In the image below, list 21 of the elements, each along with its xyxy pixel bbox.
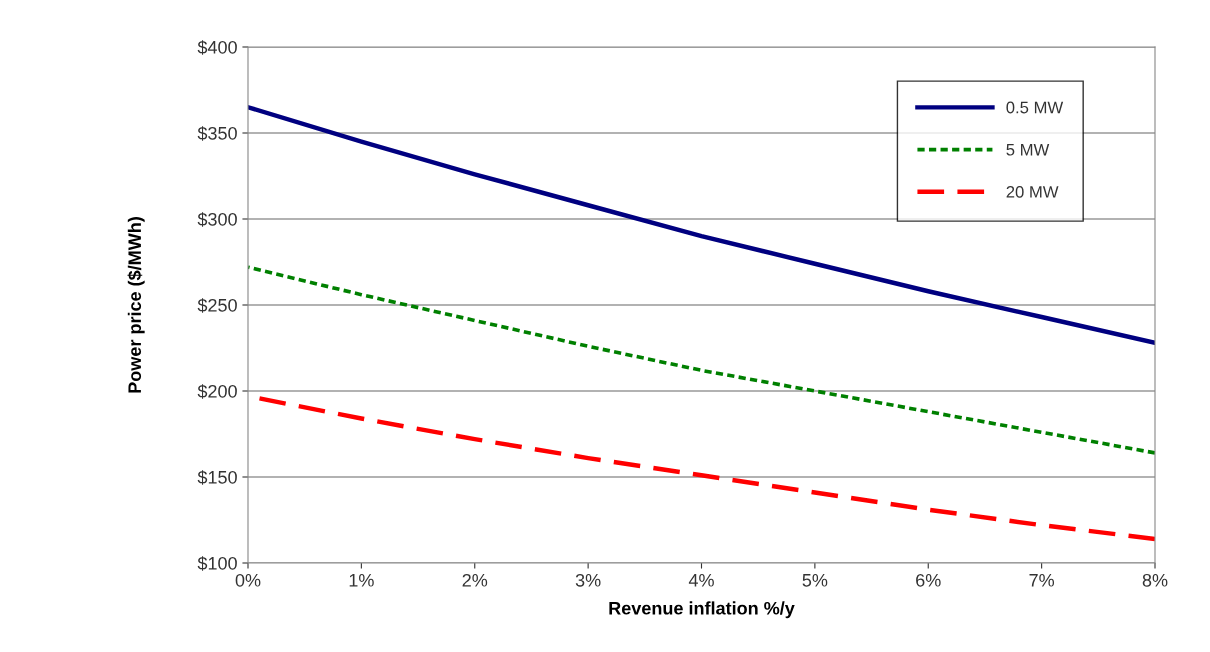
y-axis-title: Power price ($/MWh) bbox=[127, 217, 145, 393]
y-tick-label: $200 bbox=[197, 384, 237, 399]
x-tick-label: 3% bbox=[575, 573, 601, 587]
y-tick-label: $100 bbox=[197, 556, 237, 571]
y-tick-label: $300 bbox=[197, 212, 237, 227]
y-tick-label: $350 bbox=[197, 126, 237, 141]
x-tick-label: 7% bbox=[1029, 573, 1055, 587]
x-tick-label: 5% bbox=[802, 573, 828, 587]
y-tick-label: $250 bbox=[197, 298, 237, 313]
x-tick-label: 0% bbox=[235, 573, 261, 587]
x-tick-label: 4% bbox=[688, 573, 714, 587]
legend-label: 20 MW bbox=[1006, 185, 1059, 198]
x-tick-label: 8% bbox=[1142, 573, 1168, 587]
x-axis-title: Revenue inflation %/y bbox=[609, 601, 795, 619]
x-tick-label: 1% bbox=[349, 573, 374, 587]
x-tick-label: 6% bbox=[916, 573, 941, 587]
y-tick-label: $400 bbox=[197, 40, 237, 55]
x-tick-label: 2% bbox=[462, 573, 488, 587]
legend-label: 0.5 MW bbox=[1006, 101, 1064, 114]
legend-label: 5 MW bbox=[1006, 143, 1050, 156]
y-tick-label: $150 bbox=[197, 470, 237, 485]
